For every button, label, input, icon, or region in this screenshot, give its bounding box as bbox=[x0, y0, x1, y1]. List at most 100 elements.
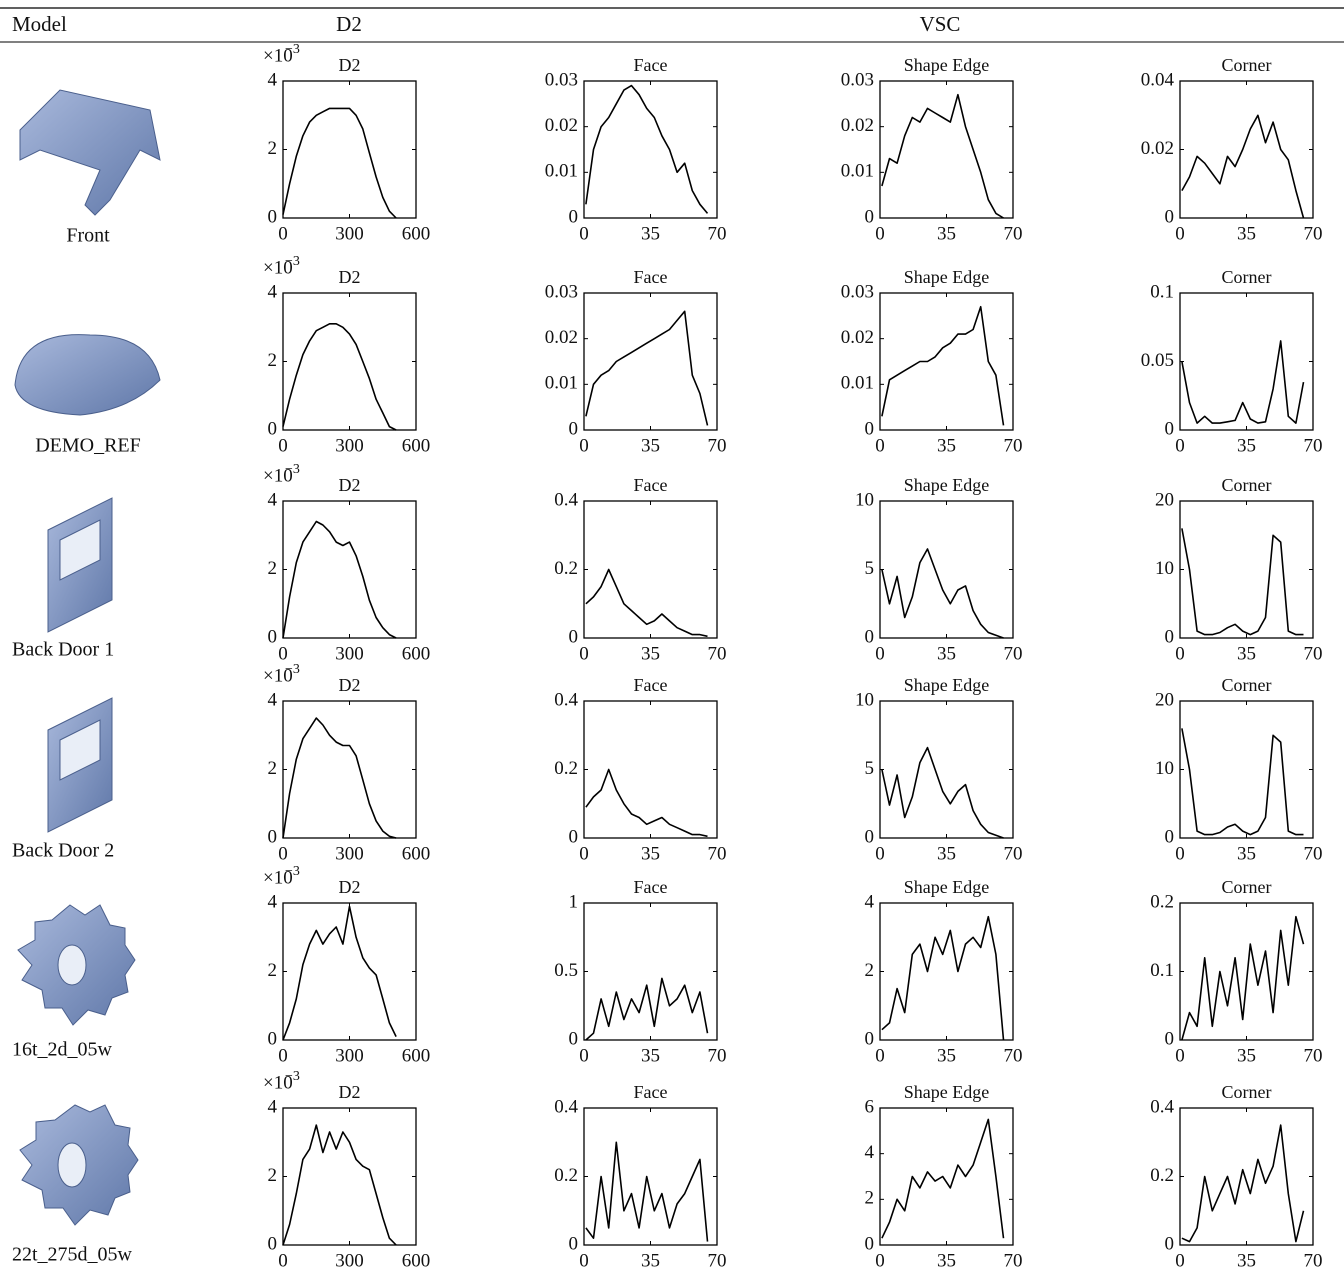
data-line bbox=[882, 748, 1004, 838]
x-tick-label: 0 bbox=[875, 1045, 885, 1066]
y-tick-label: 20 bbox=[1155, 489, 1174, 510]
y-tick-label: 0.2 bbox=[554, 558, 578, 579]
y-tick-label: 5 bbox=[865, 758, 875, 779]
y-tick-label: 0.04 bbox=[1141, 69, 1175, 90]
x-tick-label: 0 bbox=[579, 223, 589, 244]
x-tick-label: 35 bbox=[937, 643, 956, 664]
chart-title: D2 bbox=[339, 675, 361, 695]
data-line bbox=[283, 718, 396, 838]
x-tick-label: 300 bbox=[335, 1045, 364, 1066]
y-scale-exponent: −3 bbox=[285, 42, 300, 57]
x-tick-label: 35 bbox=[641, 223, 660, 244]
y-tick-label: 4 bbox=[865, 891, 875, 912]
y-tick-label: 5 bbox=[865, 558, 875, 579]
y-tick-label: 0.2 bbox=[1150, 1165, 1174, 1186]
x-tick-label: 0 bbox=[875, 643, 885, 664]
y-tick-label: 0 bbox=[569, 1233, 579, 1254]
column-header: D2 bbox=[336, 12, 362, 36]
figure-table: Model D2 VSC FrontDEMO_REFBack Door 1Bac… bbox=[0, 0, 1344, 1269]
data-line bbox=[1182, 528, 1304, 634]
data-line bbox=[283, 324, 396, 430]
x-tick-label: 35 bbox=[937, 1250, 956, 1269]
y-tick-label: 0 bbox=[865, 626, 875, 647]
y-tick-label: 0 bbox=[569, 626, 579, 647]
x-tick-label: 0 bbox=[579, 1045, 589, 1066]
y-tick-label: 4 bbox=[268, 1096, 278, 1117]
data-line bbox=[283, 108, 396, 218]
data-line bbox=[882, 917, 1004, 1040]
chart-title: Face bbox=[634, 877, 668, 897]
model-name: Front bbox=[66, 225, 110, 247]
y-tick-label: 0 bbox=[268, 826, 278, 847]
y-tick-label: 0 bbox=[569, 206, 579, 227]
x-tick-label: 0 bbox=[278, 643, 288, 664]
y-tick-label: 0.02 bbox=[841, 115, 874, 136]
y-tick-label: 4 bbox=[268, 281, 278, 302]
y-tick-label: 0.4 bbox=[554, 689, 578, 710]
y-tick-label: 0 bbox=[268, 206, 278, 227]
x-tick-label: 70 bbox=[1304, 223, 1323, 244]
y-tick-label: 0.4 bbox=[1150, 1096, 1174, 1117]
y-tick-label: 0 bbox=[569, 826, 579, 847]
y-tick-label: 1 bbox=[569, 891, 579, 912]
plot-frame bbox=[1180, 701, 1313, 838]
y-tick-label: 2 bbox=[268, 350, 278, 371]
chart-title: Corner bbox=[1222, 475, 1272, 495]
y-tick-label: 0.03 bbox=[545, 281, 578, 302]
x-tick-label: 70 bbox=[1004, 1250, 1023, 1269]
x-tick-label: 0 bbox=[875, 1250, 885, 1269]
chart-title: Corner bbox=[1222, 267, 1272, 287]
chart-title: Shape Edge bbox=[904, 267, 989, 287]
column-header: VSC bbox=[920, 12, 961, 36]
x-tick-label: 70 bbox=[1004, 843, 1023, 864]
plot-frame bbox=[880, 701, 1013, 838]
x-tick-label: 0 bbox=[1175, 643, 1185, 664]
chart-title: Face bbox=[634, 1082, 668, 1102]
y-tick-label: 0 bbox=[865, 1028, 875, 1049]
y-tick-label: 0.4 bbox=[554, 1096, 578, 1117]
x-tick-label: 0 bbox=[1175, 1250, 1185, 1269]
y-tick-label: 2 bbox=[865, 1188, 875, 1209]
y-tick-label: 0 bbox=[865, 1233, 875, 1254]
x-tick-label: 0 bbox=[875, 223, 885, 244]
y-tick-label: 4 bbox=[268, 891, 278, 912]
y-tick-label: 0 bbox=[569, 1028, 579, 1049]
x-tick-label: 300 bbox=[335, 223, 364, 244]
plot-frame bbox=[584, 501, 717, 638]
chart-title: Face bbox=[634, 55, 668, 75]
x-tick-label: 0 bbox=[579, 435, 589, 456]
y-tick-label: 2 bbox=[268, 558, 278, 579]
plot-frame bbox=[584, 293, 717, 430]
plot-frame bbox=[283, 903, 416, 1040]
x-tick-label: 0 bbox=[278, 1045, 288, 1066]
chart-title: Corner bbox=[1222, 55, 1272, 75]
x-tick-label: 300 bbox=[335, 643, 364, 664]
x-tick-label: 35 bbox=[641, 1250, 660, 1269]
plot-frame bbox=[880, 293, 1013, 430]
x-tick-label: 0 bbox=[579, 843, 589, 864]
x-tick-label: 35 bbox=[937, 435, 956, 456]
plot-frame bbox=[880, 1108, 1013, 1245]
y-scale-exponent: −3 bbox=[285, 254, 300, 269]
x-tick-label: 35 bbox=[641, 843, 660, 864]
x-tick-label: 70 bbox=[1004, 435, 1023, 456]
x-tick-label: 70 bbox=[708, 643, 727, 664]
data-line bbox=[1182, 341, 1304, 423]
chart-title: D2 bbox=[339, 877, 361, 897]
y-tick-label: 0.03 bbox=[841, 69, 874, 90]
chart-title: Shape Edge bbox=[904, 1082, 989, 1102]
y-tick-label: 0 bbox=[268, 1233, 278, 1254]
plot-frame bbox=[1180, 81, 1313, 218]
data-line bbox=[586, 770, 708, 837]
y-tick-label: 0 bbox=[1165, 1028, 1175, 1049]
y-tick-label: 10 bbox=[855, 689, 874, 710]
chart-title: Shape Edge bbox=[904, 675, 989, 695]
y-tick-label: 20 bbox=[1155, 689, 1174, 710]
x-tick-label: 0 bbox=[1175, 223, 1185, 244]
y-scale-exponent: −3 bbox=[285, 864, 300, 879]
y-tick-label: 0 bbox=[1165, 1233, 1175, 1254]
x-tick-label: 0 bbox=[1175, 435, 1185, 456]
x-tick-label: 35 bbox=[641, 1045, 660, 1066]
model-name: Back Door 1 bbox=[12, 639, 114, 661]
chart-title: Face bbox=[634, 675, 668, 695]
